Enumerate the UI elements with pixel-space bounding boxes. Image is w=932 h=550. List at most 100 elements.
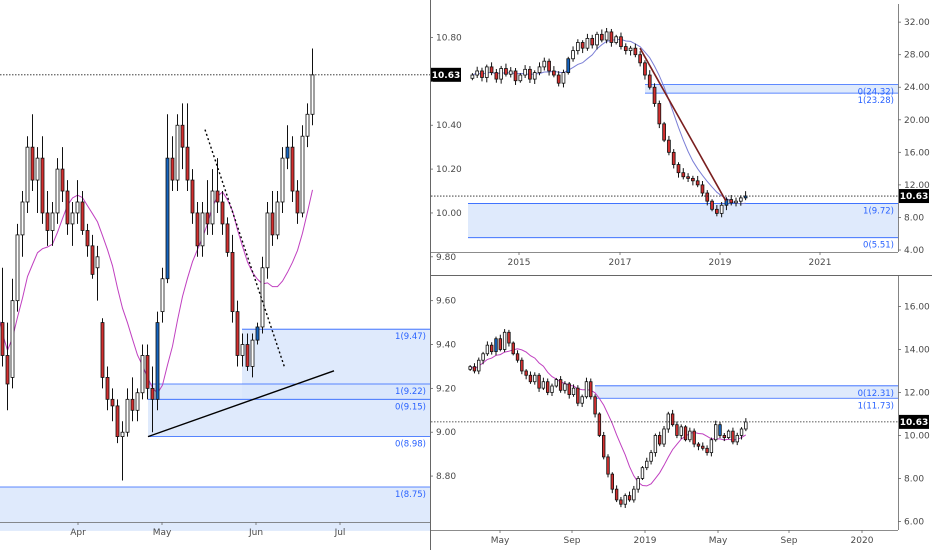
- candle-body-1: [475, 70, 480, 76]
- moving-average-0: [469, 348, 747, 487]
- candle-9: [507, 329, 511, 347]
- candle-body-26: [125, 398, 130, 433]
- candle-52: [692, 428, 696, 448]
- candle-body-37: [647, 74, 652, 88]
- candle-body-62: [735, 435, 739, 443]
- candle-6: [494, 336, 498, 356]
- candle-body-2: [5, 355, 10, 385]
- candle-26: [125, 388, 130, 437]
- candle-body-48: [235, 311, 240, 356]
- candle-28: [604, 27, 609, 44]
- candle-body-53: [724, 199, 729, 206]
- candle-body-55: [734, 200, 738, 204]
- y-tick-label-5: 12.00: [904, 181, 930, 191]
- candle-body-37: [627, 495, 632, 501]
- candle-body-36: [623, 495, 627, 505]
- last-price-label: 10.63: [432, 71, 460, 81]
- candle-body-28: [589, 381, 593, 398]
- candle-body-16: [537, 374, 541, 389]
- candle-body-18: [546, 381, 550, 393]
- candle-33: [160, 267, 165, 323]
- candle-body-29: [609, 31, 614, 43]
- candle-7: [30, 114, 35, 192]
- candle-49: [705, 190, 710, 206]
- candle-20: [566, 56, 571, 75]
- candle-body-56: [709, 439, 714, 454]
- candle-body-27: [599, 33, 604, 41]
- candle-body-64: [744, 421, 748, 430]
- candle-33: [628, 45, 633, 56]
- candle-body-6: [25, 146, 30, 203]
- candle-body-26: [580, 396, 584, 404]
- y-tick-label-2: 24.00: [904, 83, 930, 93]
- fib-label-2: 1(9.72): [863, 206, 894, 216]
- candle-body-19: [561, 72, 566, 84]
- candle-body-31: [602, 435, 606, 458]
- candle-body-45: [662, 428, 666, 445]
- candle-body-20: [566, 58, 571, 73]
- candle-body-26: [595, 33, 599, 46]
- candle-18: [85, 223, 90, 257]
- candle-53: [696, 442, 701, 451]
- candle-32: [623, 43, 628, 55]
- last-price-tag: [431, 67, 461, 82]
- x-tick-label-0: 2015: [508, 258, 531, 268]
- candle-body-3: [481, 353, 485, 361]
- candle-body-3: [10, 300, 15, 378]
- fib-zone-1: [468, 203, 898, 238]
- candle-0: [470, 73, 475, 81]
- candle-45: [220, 191, 225, 235]
- candle-47: [670, 409, 675, 427]
- candle-64: [744, 418, 748, 432]
- x-tick-label-1: May: [153, 528, 172, 538]
- fib-label-0: 1(9.47): [395, 332, 426, 342]
- candle-10: [518, 73, 523, 83]
- candle-31: [602, 431, 606, 460]
- x-tick-label-2: 2019: [709, 258, 732, 268]
- candle-14: [537, 62, 542, 76]
- fib-label-1: 1(23.28): [858, 96, 894, 106]
- fib-label-2: 0(9.15): [395, 402, 426, 412]
- candle-body-22: [563, 383, 567, 391]
- candle-body-49: [705, 192, 710, 202]
- candle-16: [537, 373, 541, 392]
- candle-27: [130, 377, 135, 422]
- candle-body-30: [597, 413, 602, 436]
- fib-label-1: 1(11.73): [858, 401, 894, 411]
- candle-body-40: [195, 212, 200, 247]
- candle-20: [554, 377, 558, 388]
- y-tick-label-6: 8.00: [904, 213, 924, 223]
- candle-8: [508, 67, 513, 78]
- candle-body-24: [115, 405, 120, 438]
- candle-53: [724, 197, 729, 211]
- candle-25: [590, 34, 595, 49]
- fib-zone-0: [645, 84, 898, 94]
- candle-body-39: [190, 179, 195, 214]
- candle-49: [679, 424, 683, 439]
- candle-34: [165, 114, 170, 284]
- candle-18: [546, 378, 550, 396]
- candle-body-41: [645, 460, 649, 469]
- candle-47: [230, 234, 235, 323]
- candle-body-25: [590, 38, 595, 46]
- candle-35: [638, 51, 642, 67]
- candle-7: [504, 63, 508, 77]
- candle-30: [597, 412, 602, 438]
- candle-25: [120, 421, 125, 481]
- fib-label-1: 1(9.22): [395, 387, 426, 397]
- candle-body-60: [295, 190, 300, 214]
- candle-body-16: [547, 60, 551, 72]
- candle-body-48: [700, 184, 705, 194]
- candle-body-61: [300, 135, 305, 214]
- candle-body-56: [275, 201, 280, 236]
- candle-2: [477, 357, 481, 375]
- candle-body-37: [180, 124, 185, 148]
- candle-37: [627, 491, 632, 502]
- candle-60: [295, 180, 300, 224]
- candle-49: [240, 333, 245, 367]
- moving-average-0: [0, 189, 313, 395]
- candle-41: [200, 201, 205, 257]
- candle-body-49: [240, 344, 245, 356]
- candle-23: [567, 381, 571, 399]
- y-tick-label-0: 16.00: [904, 302, 930, 312]
